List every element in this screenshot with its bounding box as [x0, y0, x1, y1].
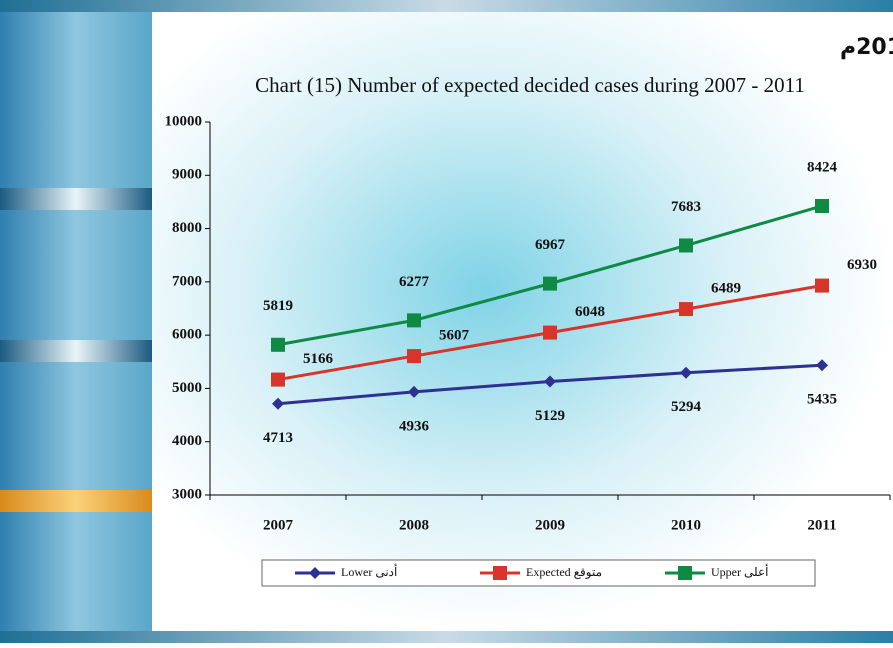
data-label: 5819: [263, 298, 293, 314]
side-column: [0, 12, 152, 631]
legend-label: Lower أدنى: [341, 564, 397, 579]
data-point: [679, 238, 693, 252]
data-point: [815, 199, 829, 213]
bottom-bar: [0, 631, 893, 643]
y-tick-label: 4000: [172, 433, 202, 449]
y-tick-label: 6000: [172, 327, 202, 343]
data-label: 5166: [303, 351, 334, 367]
data-label: 5129: [535, 408, 565, 424]
side-band: [0, 490, 152, 512]
data-point: [271, 338, 285, 352]
side-band: [0, 340, 152, 362]
data-label: 5607: [439, 328, 470, 344]
legend-label: Upper أعلى: [711, 564, 768, 579]
legend-marker: [493, 566, 507, 580]
x-tick-label: 2011: [807, 517, 836, 533]
data-point: [543, 277, 557, 291]
data-label: 5294: [671, 399, 702, 415]
data-point: [407, 349, 421, 363]
chart-title: شكل (15) عدد القضايا المفصول فيها المتوق…: [840, 35, 893, 60]
data-point: [815, 279, 829, 293]
y-tick-label: 9000: [172, 167, 202, 183]
data-label: 6967: [535, 237, 566, 253]
data-point: [679, 302, 693, 316]
y-tick-label: 8000: [172, 220, 202, 236]
top-bar: [0, 0, 893, 12]
chart: شكل (15) عدد القضايا المفصول فيها المتوق…: [0, 0, 893, 643]
chart-subtitle: Chart (15) Number of expected decided ca…: [255, 73, 805, 97]
data-point: [543, 326, 557, 340]
data-label: 7683: [671, 199, 701, 215]
data-label: 8424: [807, 159, 838, 175]
data-point: [271, 373, 285, 387]
x-tick-label: 2010: [671, 517, 701, 533]
data-label: 6930: [847, 257, 877, 273]
data-label: 6489: [711, 281, 741, 297]
data-label: 6048: [575, 304, 605, 320]
glow: [150, 12, 893, 630]
x-tick-label: 2009: [535, 517, 565, 533]
side-band: [0, 188, 152, 210]
y-tick-label: 3000: [172, 486, 202, 502]
legend-marker: [678, 566, 692, 580]
data-label: 4936: [399, 418, 430, 434]
data-point: [407, 313, 421, 327]
legend-label: Expected متوقع: [526, 565, 602, 579]
y-tick-label: 5000: [172, 380, 202, 396]
x-tick-label: 2007: [263, 517, 294, 533]
data-label: 6277: [399, 274, 430, 290]
x-tick-label: 2008: [399, 517, 429, 533]
data-label: 5435: [807, 392, 837, 408]
y-tick-label: 7000: [172, 273, 202, 289]
data-label: 4713: [263, 430, 293, 446]
y-tick-label: 10000: [165, 113, 203, 129]
